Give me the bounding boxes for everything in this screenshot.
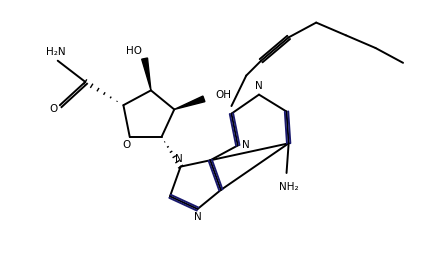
Text: NH₂: NH₂ [279, 182, 299, 192]
Text: O: O [123, 140, 131, 150]
Polygon shape [174, 96, 205, 109]
Text: N: N [255, 81, 263, 91]
Text: OH: OH [216, 90, 232, 100]
Polygon shape [142, 58, 151, 90]
Text: HO: HO [126, 46, 142, 56]
Text: N: N [242, 140, 250, 150]
Text: N: N [175, 154, 182, 164]
Text: O: O [49, 104, 57, 114]
Text: H₂N: H₂N [46, 47, 66, 57]
Text: N: N [193, 213, 202, 223]
